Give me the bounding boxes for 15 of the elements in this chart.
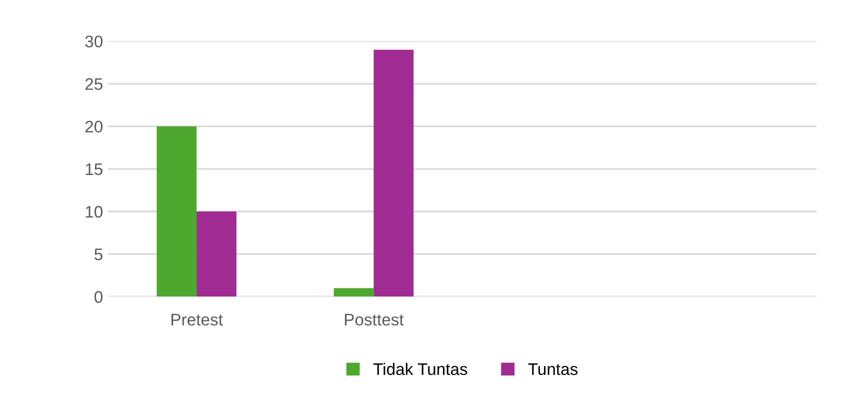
- bar: [196, 211, 236, 297]
- y-tick-label: 5: [94, 248, 102, 260]
- legend-label: Tuntas: [528, 363, 578, 376]
- x-tick-label: Posttest: [344, 314, 404, 326]
- y-tick-label: 25: [85, 78, 102, 90]
- y-tick-label: 30: [85, 36, 102, 48]
- y-tick-label: 0: [94, 291, 102, 303]
- y-tick-label: 10: [86, 206, 102, 218]
- bar: [374, 50, 414, 297]
- x-tick-label: Pretest: [172, 314, 223, 326]
- y-tick-label: 20: [85, 120, 102, 133]
- legend-label: Tidak Tuntas: [373, 362, 468, 376]
- y-tick-label: 15: [86, 163, 102, 176]
- bar: [156, 126, 197, 297]
- bar: [334, 288, 374, 297]
